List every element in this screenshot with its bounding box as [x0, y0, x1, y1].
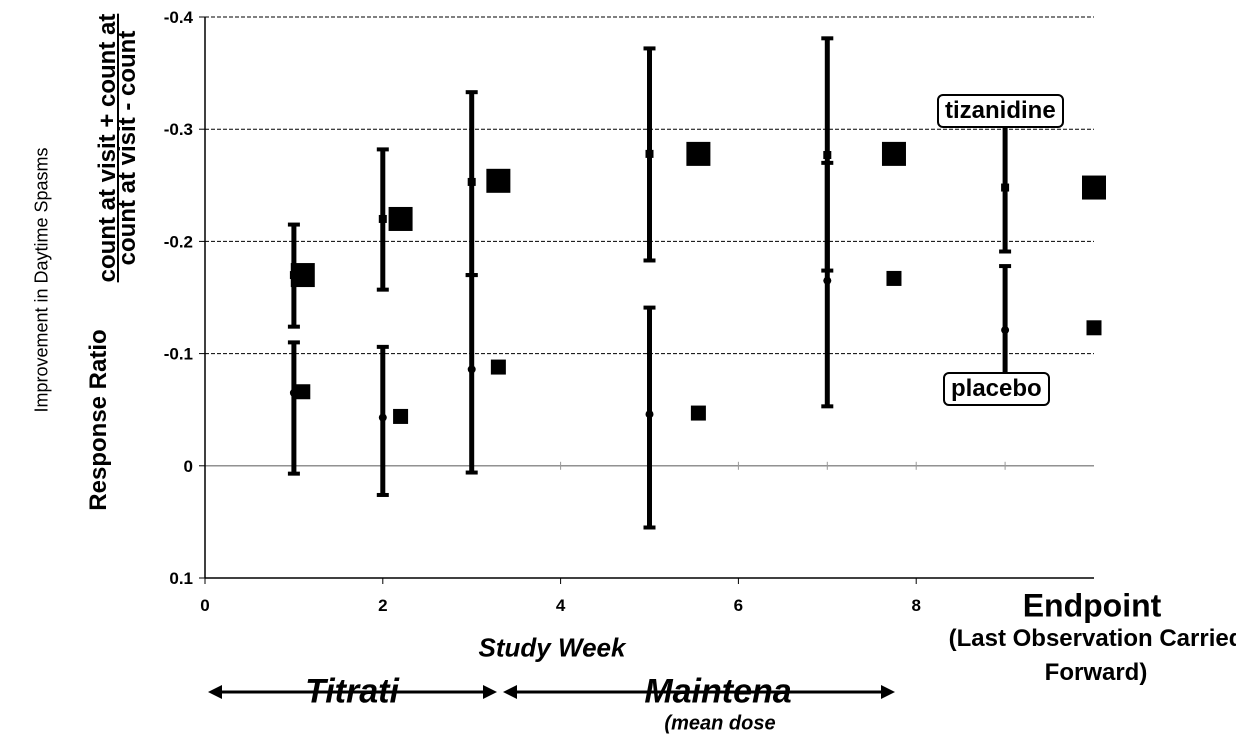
maintenance-arrow-left-head: [503, 685, 517, 699]
point-placebo: [1001, 326, 1010, 335]
point-tizanidine: [645, 149, 654, 158]
point-tizanidine: [467, 177, 476, 186]
marker-tizanidine: [686, 141, 711, 166]
marker-placebo: [490, 359, 506, 375]
y-axis-label-improvement: Improvement in Daytime Spasms: [31, 147, 52, 413]
x-tick-label: 0: [200, 596, 209, 615]
point-placebo: [467, 365, 476, 374]
titration-arrow-right-head: [483, 685, 497, 699]
y-axis-label-response-ratio: Response Ratio: [85, 329, 112, 511]
titration-arrow-left-head: [208, 685, 222, 699]
y-tick-label: 0: [184, 457, 193, 476]
point-tizanidine: [1001, 183, 1010, 192]
x-tick-label: 8: [911, 596, 920, 615]
series-label-tizanidine: tizanidine: [937, 94, 1064, 128]
phase-label-titration: Titrati: [305, 672, 399, 711]
marker-placebo: [886, 270, 902, 286]
marker-placebo: [690, 405, 706, 421]
point-placebo: [823, 276, 832, 285]
y-tick-label: -0.1: [164, 345, 193, 364]
phase-label-maintenance: Maintena: [644, 672, 792, 711]
y-tick-label: -0.2: [164, 232, 193, 251]
point-placebo: [378, 413, 387, 422]
y-tick-label: 0.1: [169, 569, 193, 588]
x-tick-label: 2: [378, 596, 387, 615]
x-tick-label: 4: [556, 596, 566, 615]
y-tick-label: -0.3: [164, 120, 193, 139]
x-tick-label: 6: [734, 596, 743, 615]
series-label-placebo: placebo: [943, 372, 1050, 406]
marker-tizanidine: [290, 263, 315, 288]
point-tizanidine: [378, 214, 387, 223]
point-placebo: [645, 410, 654, 419]
marker-tizanidine: [486, 168, 511, 193]
maintenance-arrow-right-head: [881, 685, 895, 699]
marker-placebo: [1086, 320, 1102, 336]
endpoint-label: Endpoint: [1022, 587, 1162, 624]
point-tizanidine: [823, 151, 832, 160]
x-axis-title: Study Week: [478, 632, 626, 663]
endpoint-note: (Last Observation Carried Forward): [948, 625, 1236, 686]
marker-placebo: [393, 408, 409, 424]
marker-tizanidine: [881, 141, 906, 166]
marker-tizanidine: [1082, 175, 1106, 200]
marker-placebo: [295, 384, 311, 400]
phase-sublabel-mean-dose: (mean dose: [664, 712, 776, 735]
y-axis-label-denominator: count at visit - count: [114, 30, 141, 266]
y-tick-label: -0.4: [164, 8, 194, 27]
marker-tizanidine: [388, 206, 413, 231]
